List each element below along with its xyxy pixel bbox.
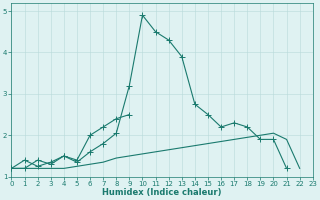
X-axis label: Humidex (Indice chaleur): Humidex (Indice chaleur) [102, 188, 222, 197]
